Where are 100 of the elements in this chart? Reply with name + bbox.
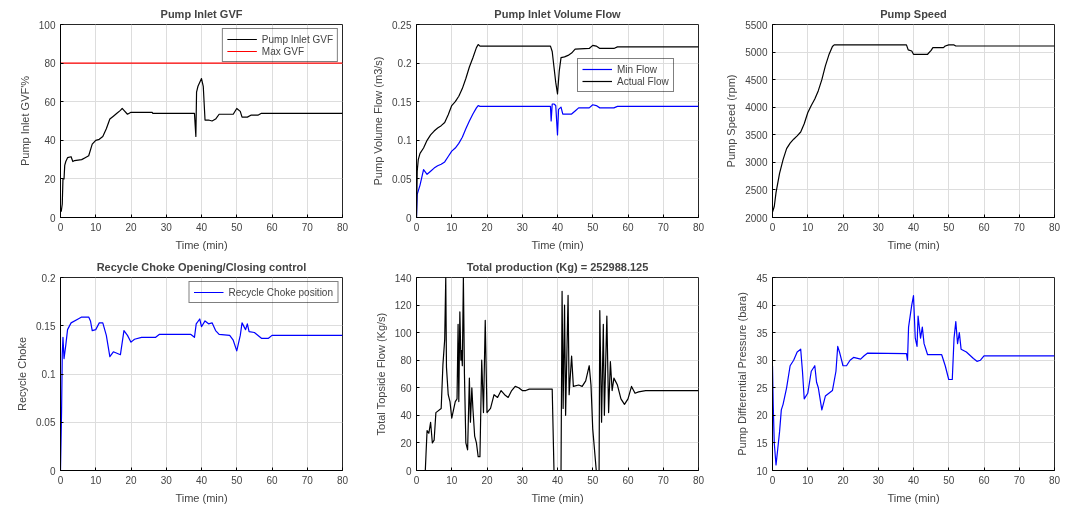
y-tick-label: 40 [44,135,56,147]
legend-label: Max GVF [261,45,305,57]
legend-label: Recycle Choke position [228,286,333,298]
x-tick-label: 30 [516,221,529,233]
chart-title: Pump Inlet Volume Flow [494,7,622,20]
x-tick-label: 60 [266,474,278,486]
chart-title: Pump Inlet GVF [160,7,243,20]
y-tick-label: 4000 [745,102,768,114]
y-tick-label: 0.25 [392,19,412,31]
y-tick-label: 0.05 [392,173,412,185]
y-tick-label: 3000 [745,157,768,169]
x-tick-label: 70 [301,221,314,233]
y-tick-label: 0.05 [36,417,56,429]
x-tick-label: 30 [872,221,885,233]
y-tick-label: 0 [405,212,412,224]
x-tick-label: 40 [551,221,564,233]
x-tick-label: 0 [57,474,64,486]
x-tick-label: 80 [336,474,349,486]
y-tick-label: 2000 [745,212,768,224]
x-tick-label: 30 [872,474,885,486]
y-tick-label: 0.2 [397,58,412,70]
x-tick-label: 30 [160,221,173,233]
y-tick-label: 15 [756,437,768,449]
y-tick-label: 25 [756,382,768,394]
x-tick-label: 60 [978,221,990,233]
x-axis-title: Time (min) [175,238,228,251]
x-tick-label: 50 [587,474,599,486]
x-tick-label: 50 [231,474,243,486]
y-tick-label: 0.2 [41,272,56,284]
x-tick-label: 10 [90,474,102,486]
x-tick-label: 40 [195,221,208,233]
y-axis-title: Pump Differential Pressure (bara) [736,292,749,456]
x-tick-label: 0 [769,221,776,233]
y-tick-label: 5500 [745,19,768,31]
x-tick-label: 60 [978,474,990,486]
y-axis-title: Pump Speed (rpm) [725,74,738,168]
y-tick-label: 0.15 [392,96,412,108]
chart-title: Total production (Kg) = 252988.125 [466,260,649,273]
x-tick-label: 10 [90,221,102,233]
y-tick-label: 100 [394,327,412,339]
x-tick-label: 20 [125,474,137,486]
x-tick-label: 20 [837,221,849,233]
y-tick-label: 0.15 [36,320,56,332]
x-tick-label: 10 [446,474,458,486]
y-tick-label: 4500 [745,74,768,86]
x-tick-label: 60 [266,221,278,233]
chart-title: Pump Speed [880,7,947,20]
x-tick-label: 40 [195,474,208,486]
x-tick-label: 70 [1013,221,1026,233]
y-tick-label: 0 [49,212,56,224]
y-tick-label: 100 [38,19,56,31]
x-tick-label: 40 [907,221,920,233]
y-tick-label: 0 [405,465,412,477]
x-tick-label: 80 [1048,221,1061,233]
x-tick-label: 80 [692,474,705,486]
x-tick-label: 40 [551,474,564,486]
x-tick-label: 70 [657,221,670,233]
x-tick-label: 50 [943,474,955,486]
y-tick-label: 0.1 [397,135,412,147]
y-tick-label: 45 [756,272,768,284]
x-axis-title: Time (min) [531,238,584,251]
y-axis-title: Recycle Choke [16,337,29,411]
y-tick-label: 20 [400,437,412,449]
y-tick-label: 35 [756,327,768,339]
x-tick-label: 80 [336,221,349,233]
x-tick-label: 50 [943,221,955,233]
y-tick-label: 0 [49,465,56,477]
y-tick-label: 3500 [745,129,768,141]
y-tick-label: 40 [400,410,412,422]
x-tick-label: 0 [413,474,420,486]
x-tick-label: 50 [587,221,599,233]
chart-title: Recycle Choke Opening/Closing control [96,260,307,273]
x-tick-label: 20 [125,221,137,233]
x-tick-label: 70 [657,474,670,486]
x-tick-label: 60 [622,474,634,486]
x-axis-title: Time (min) [887,238,940,251]
y-tick-label: 120 [394,300,412,312]
x-tick-label: 30 [160,474,173,486]
legend-label: Pump Inlet GVF [261,33,333,45]
legend-label: Min Flow [617,63,658,75]
x-tick-label: 50 [231,221,243,233]
x-tick-label: 80 [1048,474,1061,486]
y-tick-label: 40 [756,300,768,312]
y-axis-title: Pump Volume Flow (m3/s) [372,56,385,186]
y-tick-label: 30 [756,355,768,367]
legend-label: Actual Flow [617,75,669,87]
x-tick-label: 0 [413,221,420,233]
x-tick-label: 20 [481,221,493,233]
x-tick-label: 80 [692,221,705,233]
x-tick-label: 10 [802,221,814,233]
x-axis-title: Time (min) [887,491,940,504]
y-tick-label: 60 [44,96,56,108]
x-axis-title: Time (min) [175,491,228,504]
x-tick-label: 0 [769,474,776,486]
y-tick-label: 5000 [745,47,768,59]
y-axis-title: Total Topside Flow (Kg/s) [374,312,387,436]
x-tick-label: 60 [622,221,634,233]
y-tick-label: 10 [756,465,768,477]
y-tick-label: 20 [756,410,768,422]
y-tick-label: 20 [44,173,56,185]
